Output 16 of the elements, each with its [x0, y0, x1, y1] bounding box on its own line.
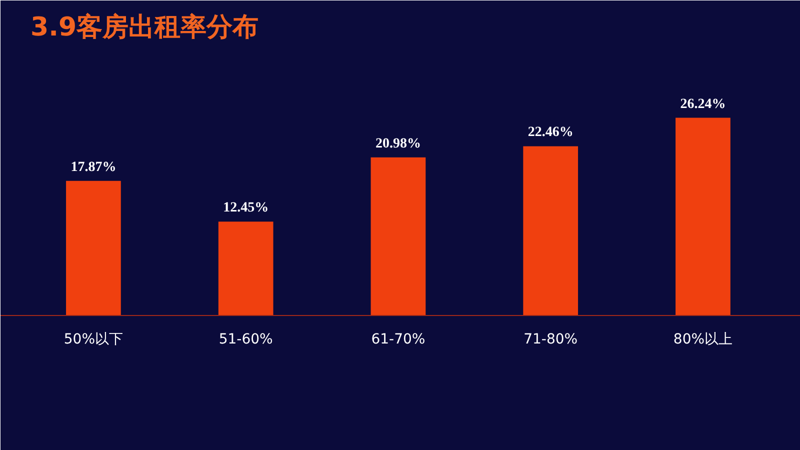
x-tick-label: 71-80%: [524, 332, 578, 348]
x-tick-label: 61-70%: [371, 332, 426, 348]
bar: [66, 180, 121, 316]
chart-title: 3.9客房出租率分布: [30, 12, 259, 42]
bar: [370, 157, 426, 316]
bar: [523, 146, 578, 316]
data-label: 17.87%: [70, 160, 116, 175]
bar: [676, 118, 730, 316]
data-label: 22.46%: [528, 125, 574, 140]
data-label: 26.24%: [680, 96, 726, 112]
bar: [218, 222, 274, 316]
data-label: 20.98%: [375, 136, 421, 152]
x-tick-label: 50%以下: [64, 332, 124, 348]
x-tick-label: 51-60%: [218, 332, 273, 348]
data-label: 12.45%: [223, 200, 269, 216]
x-tick-label: 80%以上: [673, 332, 733, 348]
